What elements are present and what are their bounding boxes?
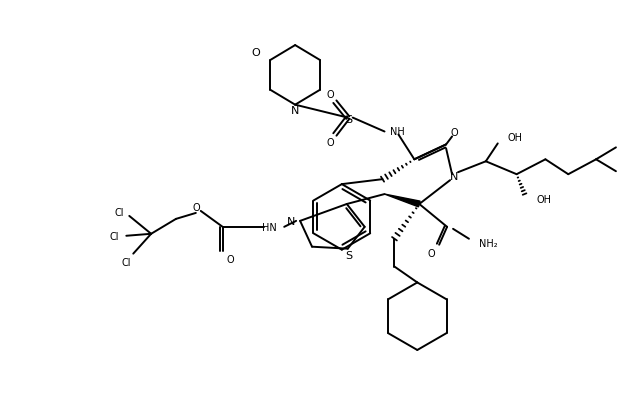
Text: O: O [192, 202, 200, 213]
Text: S: S [345, 250, 352, 260]
Text: O: O [450, 128, 458, 138]
Text: NH: NH [391, 127, 405, 137]
Text: OH: OH [507, 133, 523, 143]
Polygon shape [384, 194, 420, 207]
Text: N: N [287, 216, 295, 226]
Text: O: O [326, 138, 334, 148]
Text: O: O [251, 48, 260, 58]
Text: O: O [427, 248, 435, 258]
Text: N: N [291, 105, 300, 115]
Text: O: O [227, 254, 234, 264]
Text: N: N [450, 172, 458, 182]
Text: Cl: Cl [109, 231, 119, 241]
Text: HN: HN [262, 222, 276, 232]
Text: NH₂: NH₂ [479, 238, 497, 248]
Text: Cl: Cl [114, 207, 124, 217]
Text: Cl: Cl [121, 257, 131, 267]
Text: S: S [345, 114, 352, 124]
Text: O: O [326, 90, 334, 100]
Text: OH: OH [537, 194, 552, 205]
